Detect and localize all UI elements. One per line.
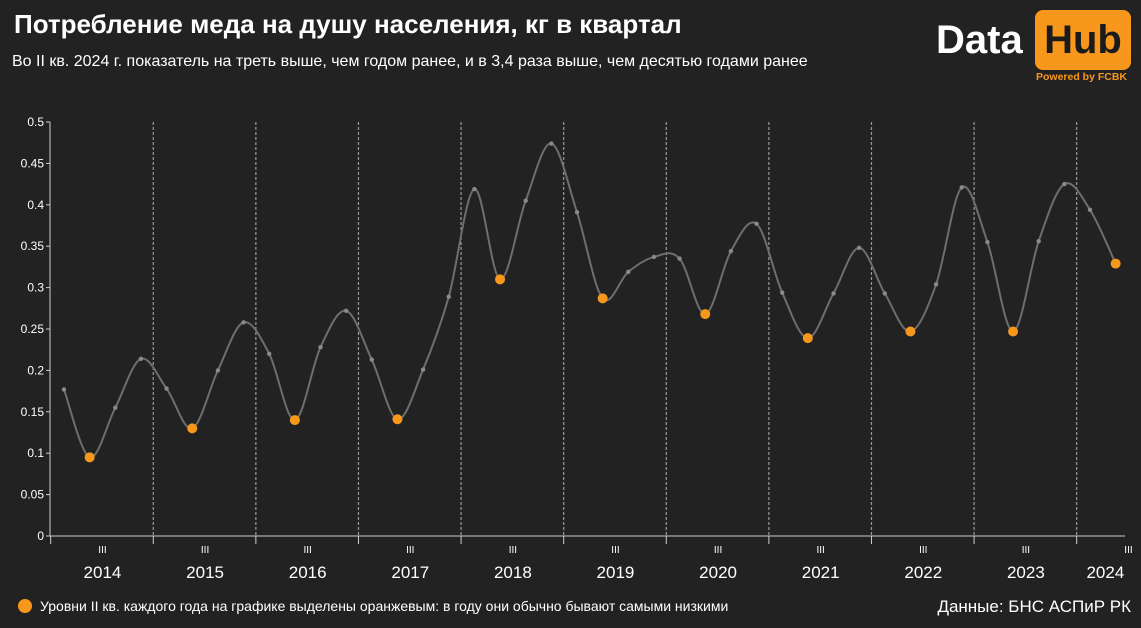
- data-point: [138, 356, 144, 362]
- y-tick-label: 0.25: [21, 322, 45, 336]
- data-point-q2: [905, 326, 916, 337]
- data-point: [1087, 207, 1093, 212]
- year-label: 2016: [289, 563, 327, 582]
- data-source: Данные: БНС АСПиР РК: [937, 597, 1131, 616]
- data-point: [369, 357, 374, 362]
- quarter-tick-label: III: [714, 545, 722, 556]
- data-point-q2: [1110, 258, 1121, 269]
- year-separators: [152, 122, 1078, 536]
- quarter-tick-label: III: [611, 545, 619, 556]
- y-tick-label: 0: [37, 529, 44, 543]
- data-point: [267, 351, 272, 357]
- quarter-tick-label: III: [201, 545, 209, 556]
- axis-layer: 00.050.10.150.20.250.30.350.40.450.5III2…: [21, 115, 1133, 582]
- data-points-layer: [61, 141, 1121, 463]
- quarter-tick-label: III: [1022, 545, 1030, 556]
- quarter-tick-label: III: [304, 545, 312, 556]
- data-point: [420, 367, 426, 372]
- year-label: 2024: [1086, 563, 1124, 582]
- y-tick-label: 0.2: [27, 363, 44, 377]
- y-tick-label: 0.35: [21, 239, 45, 253]
- data-point-q2: [187, 423, 198, 434]
- logo-data-text: Data: [936, 18, 1023, 62]
- y-tick-label: 0.05: [21, 488, 45, 502]
- data-point-q2: [700, 309, 711, 320]
- series-line: [63, 142, 1117, 459]
- data-point: [549, 141, 554, 146]
- y-tick-label: 0.1: [27, 446, 44, 460]
- data-point-q2: [84, 452, 95, 463]
- year-label: 2019: [597, 563, 635, 582]
- y-tick-label: 0.15: [21, 405, 45, 419]
- series-line-layer: [63, 142, 1117, 459]
- data-point-q2: [802, 333, 813, 344]
- year-label: 2021: [802, 563, 840, 582]
- quarter-tick-label: III: [817, 545, 825, 556]
- legend: Уровни II кв. каждого года на графике вы…: [18, 598, 728, 614]
- chart-title: Потребление меда на душу населения, кг в…: [14, 9, 682, 39]
- data-point: [780, 290, 785, 295]
- data-point: [1036, 239, 1041, 244]
- datahub-logo: Data Hub Powered by FCBK: [936, 10, 1136, 86]
- data-point: [856, 245, 862, 251]
- quarter-tick-label: III: [1124, 545, 1132, 556]
- quarter-tick-label: III: [919, 545, 927, 556]
- year-label: 2014: [84, 563, 122, 582]
- y-tick-label: 0.4: [27, 198, 44, 212]
- year-label: 2018: [494, 563, 532, 582]
- y-tick-label: 0.5: [27, 115, 44, 129]
- quarter-tick-label: III: [98, 545, 106, 556]
- data-point: [523, 198, 528, 203]
- year-label: 2022: [904, 563, 942, 582]
- data-point-q2: [495, 274, 506, 285]
- data-point: [241, 320, 246, 325]
- data-point-q2: [597, 293, 608, 304]
- data-point: [343, 308, 349, 313]
- data-point: [1062, 181, 1067, 187]
- data-point: [472, 186, 477, 192]
- year-label: 2015: [186, 563, 224, 582]
- data-point: [985, 239, 990, 245]
- data-point: [113, 405, 118, 410]
- data-point-q2: [392, 414, 403, 425]
- data-point: [754, 221, 759, 227]
- data-point: [215, 368, 221, 373]
- year-label: 2020: [699, 563, 737, 582]
- chart-subtitle: Во II кв. 2024 г. показатель на треть вы…: [12, 53, 808, 70]
- year-label: 2017: [391, 563, 429, 582]
- y-tick-label: 0.3: [27, 281, 44, 295]
- data-point: [574, 210, 580, 215]
- data-point: [882, 291, 887, 296]
- y-tick-label: 0.45: [21, 156, 45, 170]
- data-point: [728, 248, 734, 254]
- data-point-q2: [289, 415, 300, 426]
- data-point: [831, 291, 836, 296]
- data-point: [651, 254, 657, 260]
- data-point: [164, 386, 169, 391]
- data-point: [959, 185, 964, 190]
- data-point: [677, 256, 682, 261]
- data-point-q2: [1008, 326, 1019, 337]
- data-point: [446, 294, 451, 299]
- data-point: [626, 269, 631, 275]
- logo-hub-badge: Hub: [1035, 10, 1131, 70]
- data-point: [933, 282, 939, 287]
- data-point: [61, 387, 67, 392]
- logo-powered-by: Powered by FCBK: [1036, 71, 1128, 83]
- legend-marker-icon: [18, 599, 32, 613]
- legend-text: Уровни II кв. каждого года на графике вы…: [40, 598, 729, 614]
- year-label: 2023: [1007, 563, 1045, 582]
- data-point: [318, 345, 323, 350]
- quarter-tick-label: III: [509, 545, 517, 556]
- quarter-tick-label: III: [406, 545, 414, 556]
